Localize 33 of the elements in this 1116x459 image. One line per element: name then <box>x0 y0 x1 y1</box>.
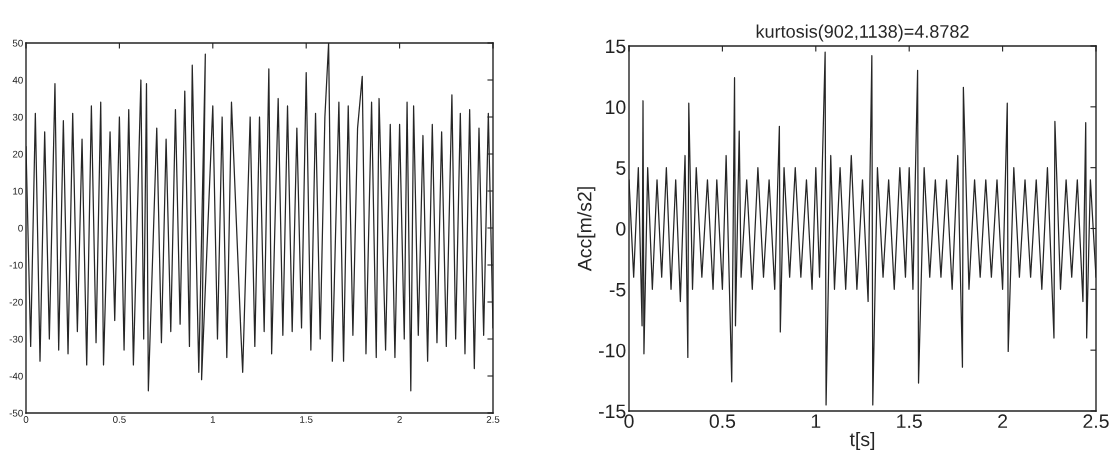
line-series <box>629 51 1096 406</box>
y-tick-label: 40 <box>12 76 23 84</box>
x-tick-label: 0.5 <box>709 414 736 429</box>
x-axis-title: t[s] <box>849 431 875 451</box>
y-tick-label: -15 <box>598 404 626 419</box>
y-tick-label: -10 <box>9 261 23 269</box>
chart-title: kurtosis(902,1138)=4.8782 <box>756 24 969 42</box>
x-tick-label: 2.5 <box>486 416 500 423</box>
y-tick-label: 5 <box>616 161 626 175</box>
y-tick-label: 15 <box>606 39 626 54</box>
y-tick-label: -30 <box>9 335 23 343</box>
x-tick-label: 2.5 <box>1083 414 1109 429</box>
y-tick-label: -40 <box>9 372 23 380</box>
y-tick-label: 30 <box>12 113 23 121</box>
x-tick-label: 2 <box>397 416 402 423</box>
x-tick-label: 1.5 <box>897 414 922 429</box>
y-tick-label: 0 <box>18 224 23 232</box>
y-tick-label: -10 <box>598 343 626 358</box>
y-tick-label: 0 <box>616 221 626 236</box>
y-tick-label: 20 <box>12 150 23 158</box>
x-tick-label: 0.5 <box>113 416 126 423</box>
y-tick-label: 10 <box>606 100 626 115</box>
x-tick-label: 1 <box>811 414 821 428</box>
y-tick-label: -50 <box>9 409 23 417</box>
y-axis-title: Acc[m/s2] <box>577 187 596 272</box>
y-tick-label: 50 <box>12 39 23 47</box>
x-tick-label: 2 <box>998 414 1008 428</box>
y-tick-label: -5 <box>609 283 626 297</box>
x-tick-label: 1 <box>210 416 216 423</box>
y-tick-label: 10 <box>13 187 23 195</box>
y-tick-label: -20 <box>9 298 23 306</box>
x-tick-label: 0 <box>23 416 29 423</box>
x-tick-label: 1.5 <box>300 416 313 423</box>
